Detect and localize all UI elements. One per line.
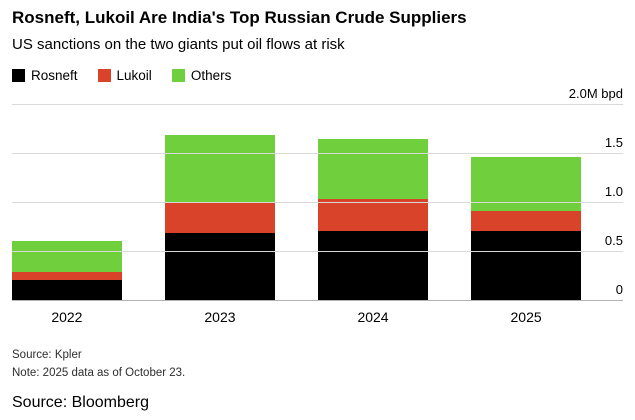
- bar-segment-lukoil: [165, 203, 275, 233]
- bar-segment-lukoil: [471, 211, 581, 231]
- legend-label-lukoil: Lukoil: [116, 68, 152, 84]
- bar-segment-others: [471, 157, 581, 212]
- bar-segment-rosneft: [471, 230, 581, 302]
- gridline: [12, 153, 623, 155]
- bars-container: [12, 105, 581, 302]
- bar-2025: [471, 157, 581, 302]
- bar-segment-others: [12, 240, 122, 273]
- bar-2024: [318, 138, 428, 302]
- gridline: [12, 251, 623, 253]
- y-axis-top-label: 2.0M bpd: [568, 86, 623, 102]
- footnotes: Source: Kpler Note: 2025 data as of Octo…: [12, 347, 623, 382]
- legend-item-lukoil: Lukoil: [97, 68, 152, 84]
- gridline: [12, 300, 623, 302]
- data-note: Note: 2025 data as of October 23.: [12, 366, 186, 379]
- page-subtitle: US sanctions on the two giants put oil f…: [12, 36, 345, 54]
- attribution: Source: Bloomberg: [12, 393, 149, 411]
- y-axis-tick: 1.5: [604, 135, 623, 151]
- y-axis-tick: 0.5: [604, 233, 623, 249]
- legend-swatch-lukoil: [97, 69, 111, 83]
- y-axis-tick: 0: [615, 282, 623, 298]
- x-axis-label: 2023: [204, 309, 236, 326]
- x-axis: 2022 2023 2024 2025: [12, 309, 581, 325]
- legend-item-others: Others: [171, 68, 232, 84]
- bar-2023: [165, 134, 275, 302]
- bar-segment-lukoil: [318, 199, 428, 231]
- gridline: [12, 202, 623, 204]
- x-axis-label: 2022: [51, 309, 83, 326]
- legend-swatch-rosneft: [12, 69, 25, 83]
- bar-segment-rosneft: [165, 232, 275, 302]
- bar-segment-others: [165, 134, 275, 204]
- legend-label-rosneft: Rosneft: [31, 68, 78, 84]
- chart-legend: Rosneft Lukoil Others: [12, 68, 623, 83]
- page-title: Rosneft, Lukoil Are India's Top Russian …: [12, 8, 467, 27]
- bar-segment-others: [318, 138, 428, 200]
- legend-item-rosneft: Rosneft: [12, 68, 78, 83]
- y-axis-tick: 1.0: [604, 184, 623, 200]
- bar-2022: [12, 240, 122, 302]
- legend-swatch-others: [171, 69, 185, 83]
- bar-segment-rosneft: [12, 279, 122, 302]
- bar-segment-lukoil: [12, 272, 122, 280]
- stacked-bar-chart: 0 0.5 1.0 1.5 2.0M bpd: [12, 86, 623, 302]
- legend-label-others: Others: [190, 68, 232, 84]
- x-axis-label: 2024: [357, 309, 389, 326]
- x-axis-label: 2025: [510, 309, 542, 326]
- gridline: [12, 104, 623, 106]
- bar-segment-rosneft: [318, 230, 428, 302]
- source-note: Source: Kpler: [12, 349, 82, 362]
